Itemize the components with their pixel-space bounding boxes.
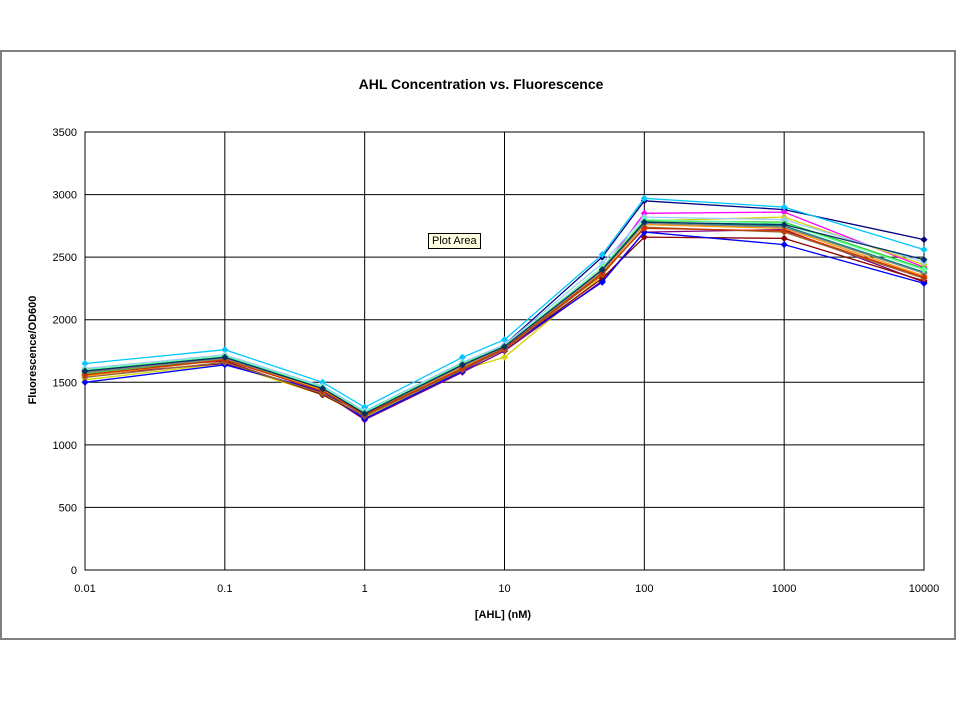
data-point <box>920 273 928 281</box>
data-point <box>780 208 788 216</box>
y-tick-label: 500 <box>59 502 77 514</box>
series-16 <box>81 218 928 418</box>
data-point <box>319 378 327 386</box>
data-point <box>458 364 466 373</box>
data-point <box>458 361 466 369</box>
x-tick-label: 100 <box>635 583 653 595</box>
data-point <box>458 353 466 361</box>
x-axis-title: [AHL] (nM) <box>475 609 532 621</box>
data-point <box>361 403 369 411</box>
y-tick-label: 3500 <box>53 127 77 139</box>
x-tick-label: 10000 <box>909 583 940 595</box>
data-point <box>780 216 788 224</box>
data-point <box>780 234 788 242</box>
x-tick-label: 1000 <box>772 583 796 595</box>
y-tick-label: 2500 <box>53 252 77 264</box>
x-tick-label: 0.1 <box>217 583 232 595</box>
data-point <box>640 224 648 232</box>
data-point <box>319 385 327 393</box>
data-point <box>640 194 648 202</box>
series-4 <box>81 194 928 411</box>
series-layer <box>81 194 928 424</box>
data-point <box>500 353 509 361</box>
data-point <box>920 279 928 287</box>
y-tick-label: 1500 <box>53 377 77 389</box>
data-point <box>81 371 89 379</box>
data-point <box>500 336 509 344</box>
data-point <box>780 241 788 249</box>
data-point <box>221 346 229 354</box>
data-point <box>640 209 648 217</box>
tick-labels: 0 500 1000 1500 2000 2500 3000 3500 0.01 0.1 1 10 10… <box>53 127 940 595</box>
data-point <box>81 359 89 368</box>
data-point <box>81 378 89 386</box>
y-tick-label: 3000 <box>53 190 77 202</box>
series-line <box>84 221 925 415</box>
x-tick-label: 0.01 <box>74 583 95 595</box>
y-tick-label: 2000 <box>53 315 77 327</box>
data-point <box>81 367 89 375</box>
data-point <box>920 256 928 264</box>
data-point <box>780 203 788 211</box>
data-point <box>920 246 928 254</box>
data-point <box>598 278 606 286</box>
data-point <box>780 227 788 235</box>
data-point <box>598 266 606 274</box>
data-point <box>920 269 928 277</box>
series-line <box>84 197 925 409</box>
series-line <box>84 227 925 416</box>
y-tick-label: 0 <box>71 565 77 577</box>
series-line <box>84 218 925 414</box>
data-point <box>780 221 788 229</box>
series-line <box>84 216 925 412</box>
x-tick-label: 1 <box>362 583 368 595</box>
data-point <box>640 218 648 226</box>
data-point <box>640 233 648 241</box>
y-axis-title: Fluorescence/OD600 <box>27 296 39 405</box>
data-point <box>920 266 928 274</box>
data-point <box>361 410 369 418</box>
data-point <box>500 343 509 351</box>
plot-area-tooltip: Plot Area <box>428 233 481 249</box>
data-point <box>598 251 606 259</box>
x-tick-label: 10 <box>498 583 510 595</box>
data-point <box>920 236 928 244</box>
y-tick-label: 1000 <box>53 440 77 452</box>
data-point <box>221 353 229 361</box>
chart-title: AHL Concentration vs. Fluorescence <box>359 76 604 92</box>
